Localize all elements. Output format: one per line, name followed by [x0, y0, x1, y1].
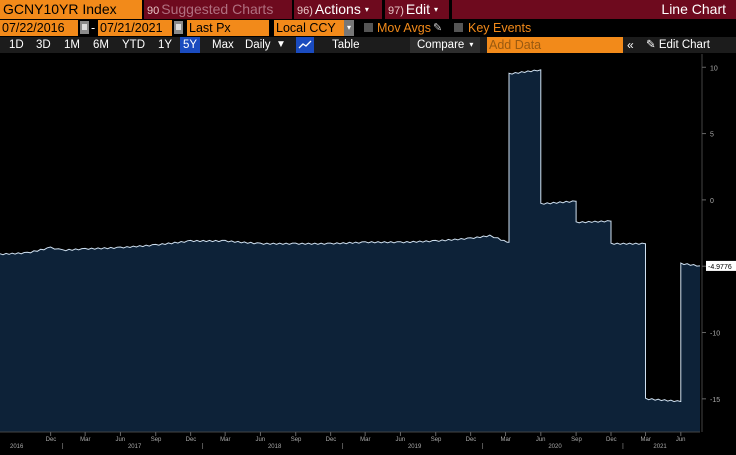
edit-chart-button[interactable]: ✎ Edit Chart — [646, 37, 710, 53]
range-ytd[interactable]: YTD — [122, 39, 145, 51]
range-5y[interactable]: 5Y — [180, 37, 201, 53]
x-tick-label: Sep — [571, 437, 582, 443]
frequency-caret-icon[interactable]: ▼ — [276, 39, 286, 50]
actions-caret-icon: ▾ — [364, 5, 369, 14]
series-area — [0, 69, 700, 433]
pencil-icon[interactable]: ✎ — [433, 22, 443, 34]
range-6m[interactable]: 6M — [93, 39, 109, 51]
x-tick-label: Mar — [360, 437, 370, 443]
end-date-field[interactable]: 07/21/2021 — [98, 20, 172, 36]
add-data-input[interactable]: Add Data — [487, 37, 623, 53]
security-field[interactable]: GCNY10YR Index — [0, 0, 142, 19]
edit-number: 97) — [388, 5, 404, 17]
range-1y[interactable]: 1Y — [158, 39, 173, 51]
price-field-select[interactable]: Last Px — [187, 20, 269, 36]
view-title-bar: Line Chart — [452, 0, 736, 19]
collapse-icon[interactable]: « — [627, 38, 634, 52]
start-date-field[interactable]: 07/22/2016 — [0, 20, 78, 36]
end-calendar-icon[interactable] — [174, 21, 183, 34]
suggested-charts-button[interactable]: 90 Suggested Charts — [144, 0, 292, 19]
last-value-label: -4.9776 — [708, 264, 732, 271]
last-value-box — [706, 260, 736, 271]
toolbar: 1D 3D 1M 6M YTD 1Y 5Y Max Daily ▼ Table … — [0, 37, 736, 53]
settings-bar: 07/22/2016 - 07/21/2021 Last Px Local CC… — [0, 20, 736, 37]
x-tick-label: Dec — [606, 437, 617, 443]
x-year-label: 2021 — [653, 444, 667, 450]
x-tick-label: Sep — [151, 437, 162, 443]
compare-caret-icon: ▾ — [469, 40, 474, 49]
range-1d[interactable]: 1D — [9, 39, 24, 51]
edit-button[interactable]: 97) Edit ▾ — [385, 0, 449, 19]
x-tick-label: Mar — [501, 437, 511, 443]
actions-button[interactable]: 96) Actions ▾ — [294, 0, 382, 19]
range-3d[interactable]: 3D — [36, 39, 51, 51]
x-tick-label: Sep — [291, 437, 302, 443]
x-tick-label: Mar — [220, 437, 230, 443]
edit-label: Edit — [405, 1, 431, 17]
y-tick-label: -10 — [710, 331, 720, 338]
range-1m[interactable]: 1M — [64, 39, 80, 51]
series-line — [0, 69, 701, 403]
x-tick-label: Jun — [255, 437, 265, 443]
x-tick-label: Jun — [395, 437, 405, 443]
compare-label: Compare — [417, 39, 465, 51]
header-bar: GCNY10YR Index 90 Suggested Charts 96) Act… — [0, 0, 736, 19]
actions-label: Actions — [314, 1, 361, 17]
edit-chart-pencil-icon: ✎ — [646, 39, 659, 51]
key-events-label: Key Events — [468, 21, 532, 35]
view-title: Line Chart — [661, 1, 726, 17]
y-tick-label: -15 — [710, 397, 720, 404]
edit-caret-icon: ▾ — [434, 5, 439, 14]
y-tick-label: 5 — [710, 132, 714, 139]
currency-dropdown-icon[interactable]: ▾ — [344, 20, 354, 36]
y-tick-label: 0 — [710, 198, 714, 205]
x-year-label: 2016 — [10, 444, 24, 450]
table-button[interactable]: Table — [332, 39, 360, 51]
x-tick-label: Jun — [536, 437, 546, 443]
x-tick-label: Mar — [80, 437, 90, 443]
x-axis: Dec Mar Jun Sep Dec Mar Jun Sep Dec Mar Jun Sep Dec M… — [0, 431, 700, 450]
x-year-label: 2020 — [548, 444, 562, 450]
date-separator: - — [91, 21, 96, 35]
x-tick-label: Dec — [466, 437, 477, 443]
plot-layer — [0, 69, 701, 433]
start-calendar-icon[interactable] — [80, 21, 89, 34]
line-chart-icon[interactable] — [296, 37, 314, 53]
actions-number: 96) — [297, 5, 313, 17]
x-tick-label: Sep — [431, 437, 442, 443]
x-tick-label: Jun — [676, 437, 686, 443]
mov-avgs-label: Mov Avgs — [377, 21, 431, 35]
x-tick-label: Mar — [641, 437, 651, 443]
edit-chart-label: Edit Chart — [658, 39, 710, 51]
x-tick-label: Dec — [186, 437, 197, 443]
key-events-checkbox[interactable] — [454, 23, 463, 32]
x-year-label: 2019 — [408, 444, 422, 450]
suggested-number: 90 — [147, 5, 160, 17]
range-max[interactable]: Max — [212, 39, 234, 51]
currency-select[interactable]: Local CCY — [274, 20, 344, 36]
frequency-select[interactable]: Daily — [245, 39, 271, 51]
compare-dropdown[interactable]: Compare ▾ — [410, 37, 480, 53]
x-year-label: 2017 — [128, 444, 142, 450]
x-year-label: 2018 — [268, 444, 282, 450]
x-tick-label: Dec — [326, 437, 337, 443]
x-tick-label: Dec — [46, 437, 57, 443]
x-tick-label: Jun — [115, 437, 125, 443]
mov-avgs-checkbox[interactable] — [364, 23, 373, 32]
y-tick-label: 10 — [710, 65, 718, 72]
suggested-label: Suggested Charts — [161, 1, 274, 17]
